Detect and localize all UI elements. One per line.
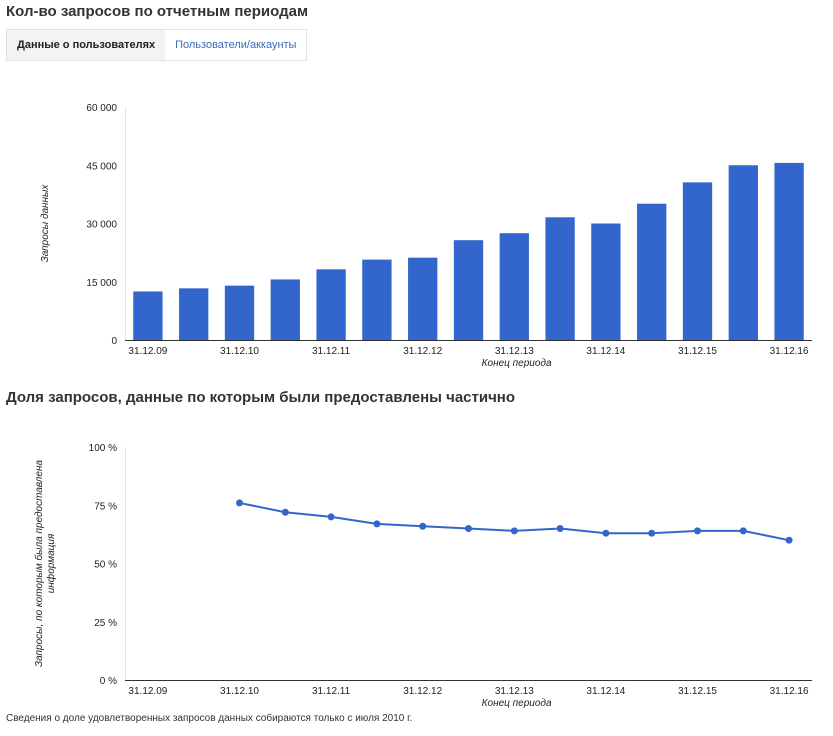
data-point xyxy=(602,529,610,537)
y-tick-label: 75 % xyxy=(94,501,117,512)
data-point xyxy=(556,525,564,533)
x-tick-label: 31.12.16 xyxy=(770,346,809,357)
tab-users-accounts[interactable]: Пользователи/аккаунты xyxy=(175,39,297,51)
data-point xyxy=(739,527,747,535)
y-axis-title: Запросы, по которым была предоставлена xyxy=(33,460,45,668)
data-point xyxy=(510,527,518,535)
bar xyxy=(408,257,438,340)
chart2-title: Доля запросов, данные по которым были пр… xyxy=(6,389,515,406)
bar xyxy=(270,279,300,340)
x-tick-label: 31.12.10 xyxy=(220,346,259,357)
y-axis-title: информация xyxy=(45,533,57,593)
x-tick-label: 31.12.12 xyxy=(403,346,442,357)
y-tick-label: 45 000 xyxy=(86,161,117,172)
bar xyxy=(637,203,667,340)
tab-user-data[interactable]: Данные о пользователях xyxy=(7,30,166,60)
requests-bar-chart: 0 15 000 30 000 45 000 60 000 31.12.09 31.12.1… xyxy=(40,103,812,369)
x-tick-label: 31.12.16 xyxy=(770,686,809,697)
bar xyxy=(774,162,804,340)
x-tick-label: 31.12.11 xyxy=(312,686,351,697)
bar xyxy=(362,259,392,340)
bar xyxy=(453,240,484,340)
footnote: Сведения о доле удовлетворенных запросов… xyxy=(6,713,413,724)
y-tick-label: 100 % xyxy=(89,443,117,454)
y-tick-label: 50 % xyxy=(94,560,117,571)
y-tick-label: 60 000 xyxy=(86,103,117,114)
bar xyxy=(316,269,346,340)
y-tick-label: 15 000 xyxy=(86,278,117,289)
data-point xyxy=(465,525,472,533)
data-point xyxy=(373,520,381,528)
bar xyxy=(545,217,575,340)
data-point xyxy=(236,499,243,507)
y-tick-label: 0 % xyxy=(100,676,117,687)
x-tick-label: 31.12.13 xyxy=(495,686,534,697)
bar xyxy=(224,285,255,340)
bar xyxy=(728,165,758,340)
x-tick-label: 31.12.15 xyxy=(678,686,717,697)
y-tick-label: 0 xyxy=(111,336,117,347)
data-point xyxy=(281,508,289,516)
y-tick-label: 25 % xyxy=(94,618,117,629)
bar xyxy=(179,288,209,340)
y-tick-label: 30 000 xyxy=(86,220,117,231)
data-point xyxy=(327,513,335,521)
x-tick-label: 31.12.11 xyxy=(312,346,351,357)
x-tick-label: 31.12.14 xyxy=(586,346,625,357)
data-point xyxy=(419,522,427,530)
x-tick-label: 31.12.09 xyxy=(128,346,167,357)
data-point xyxy=(694,527,701,535)
bar xyxy=(682,182,713,340)
x-tick-label: 31.12.14 xyxy=(586,686,625,697)
x-axis-title: Конец периода xyxy=(482,358,552,369)
bar xyxy=(133,291,163,340)
partial-share-line-chart: 0 % 25 % 50 % 75 % 100 % 31.12.09 31.12.10 31.1… xyxy=(33,443,812,709)
x-tick-label: 31.12.10 xyxy=(220,686,259,697)
series-line xyxy=(239,501,790,542)
x-tick-label: 31.12.15 xyxy=(678,346,717,357)
data-point xyxy=(648,529,656,537)
data-point xyxy=(785,536,793,544)
bar xyxy=(591,223,621,340)
bar xyxy=(499,233,529,340)
x-axis-title: Конец периода xyxy=(482,698,552,709)
y-axis-title: Запросы данных xyxy=(40,184,51,263)
x-tick-label: 31.12.13 xyxy=(495,346,534,357)
tab-bar: Данные о пользователях Пользователи/акка… xyxy=(6,29,308,61)
x-tick-label: 31.12.09 xyxy=(128,686,167,697)
x-tick-label: 31.12.12 xyxy=(403,686,442,697)
chart1-title: Кол-во запросов по отчетным периодам xyxy=(6,3,309,20)
